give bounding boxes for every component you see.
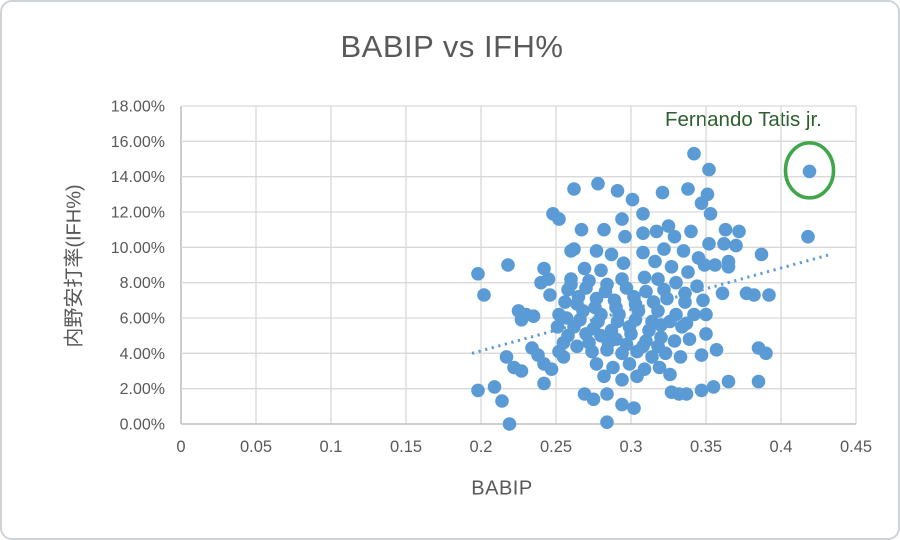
x-axis-title: BABIP [471, 477, 533, 500]
svg-text:8.00%: 8.00% [120, 275, 165, 292]
svg-text:0.25: 0.25 [540, 438, 572, 456]
annotation-label: Fernando Tatis jr. [665, 108, 822, 131]
svg-text:0.15: 0.15 [390, 438, 422, 456]
svg-text:0: 0 [176, 438, 185, 456]
annotation-circle [783, 141, 836, 200]
chart-title: BABIP vs IFH% [340, 29, 564, 64]
svg-text:0.1: 0.1 [320, 438, 343, 456]
svg-text:12.00%: 12.00% [111, 205, 165, 222]
svg-text:14.00%: 14.00% [111, 169, 165, 186]
scatter-points [471, 146, 817, 431]
tick-labels: 0 0.05 0.1 0.15 0.2 0.25 0.3 0.35 0.4 0.45 0.00% 2.… [111, 99, 872, 457]
svg-text:0.05: 0.05 [240, 438, 272, 456]
svg-text:18.00%: 18.00% [111, 99, 165, 116]
svg-text:0.2: 0.2 [470, 438, 493, 456]
svg-text:4.00%: 4.00% [120, 346, 165, 363]
svg-text:0.45: 0.45 [840, 438, 872, 456]
svg-text:16.00%: 16.00% [111, 134, 165, 151]
svg-text:0.3: 0.3 [620, 438, 643, 456]
svg-text:0.00%: 0.00% [120, 417, 165, 434]
svg-text:10.00%: 10.00% [111, 240, 165, 257]
svg-text:6.00%: 6.00% [120, 311, 165, 328]
svg-text:0.4: 0.4 [770, 438, 793, 456]
svg-text:2.00%: 2.00% [120, 381, 165, 398]
svg-text:0.35: 0.35 [690, 438, 722, 456]
trendline [471, 252, 831, 355]
